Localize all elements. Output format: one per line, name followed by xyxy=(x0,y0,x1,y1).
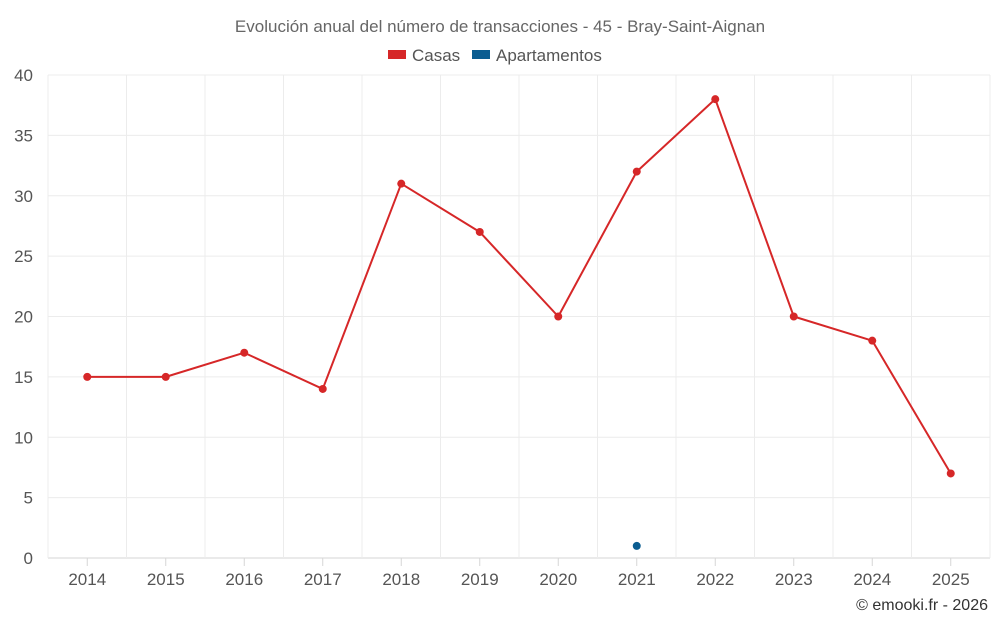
y-tick-label: 15 xyxy=(14,368,33,387)
y-tick-label: 20 xyxy=(14,308,33,327)
x-tick-label: 2018 xyxy=(382,570,420,589)
y-tick-label: 0 xyxy=(24,549,33,568)
y-tick-label: 35 xyxy=(14,126,33,145)
data-point-casas-2025[interactable] xyxy=(946,469,955,478)
y-tick-label: 5 xyxy=(24,489,33,508)
x-tick-label: 2023 xyxy=(775,570,813,589)
x-tick-label: 2021 xyxy=(618,570,656,589)
y-tick-label: 10 xyxy=(14,428,33,447)
data-point-casas-2018[interactable] xyxy=(397,179,406,188)
data-point-casas-2023[interactable] xyxy=(789,312,798,321)
x-tick-label: 2019 xyxy=(461,570,499,589)
x-tick-label: 2024 xyxy=(853,570,891,589)
x-tick-label: 2016 xyxy=(225,570,263,589)
data-point-apartamentos-2021[interactable] xyxy=(632,541,641,550)
x-tick-label: 2017 xyxy=(304,570,342,589)
y-tick-label: 40 xyxy=(14,66,33,85)
x-tick-label: 2014 xyxy=(68,570,106,589)
legend-label-apartamentos[interactable]: Apartamentos xyxy=(496,46,602,65)
y-tick-label: 30 xyxy=(14,187,33,206)
data-point-casas-2020[interactable] xyxy=(554,312,563,321)
data-point-casas-2022[interactable] xyxy=(711,95,720,104)
legend-swatch-casas[interactable] xyxy=(388,50,406,59)
data-point-casas-2015[interactable] xyxy=(161,372,170,381)
chart-title: Evolución anual del número de transaccio… xyxy=(235,17,765,36)
legend[interactable]: Casas Apartamentos xyxy=(388,46,602,65)
legend-label-casas[interactable]: Casas xyxy=(412,46,460,65)
y-tick-label: 25 xyxy=(14,247,33,266)
data-point-casas-2019[interactable] xyxy=(475,227,484,236)
series-line-casas xyxy=(87,98,952,474)
grid xyxy=(47,74,991,559)
data-point-casas-2021[interactable] xyxy=(632,167,641,176)
x-axis-ticks: 2014 2015 2016 2017 2018 2019 2020 2021 2022 2023… xyxy=(68,558,970,589)
x-tick-label: 2015 xyxy=(147,570,185,589)
data-point-casas-2016[interactable] xyxy=(240,348,249,357)
y-axis-ticks: 0 5 10 15 20 25 30 35 40 xyxy=(14,66,33,568)
x-tick-label: 2025 xyxy=(932,570,970,589)
x-tick-label: 2022 xyxy=(696,570,734,589)
series xyxy=(83,95,955,550)
data-point-casas-2024[interactable] xyxy=(868,336,877,345)
data-point-casas-2017[interactable] xyxy=(318,384,327,393)
data-point-casas-2014[interactable] xyxy=(83,372,92,381)
credit-text: © emooki.fr - 2026 xyxy=(856,597,988,614)
legend-swatch-apartamentos[interactable] xyxy=(472,50,490,59)
x-tick-label: 2020 xyxy=(539,570,577,589)
